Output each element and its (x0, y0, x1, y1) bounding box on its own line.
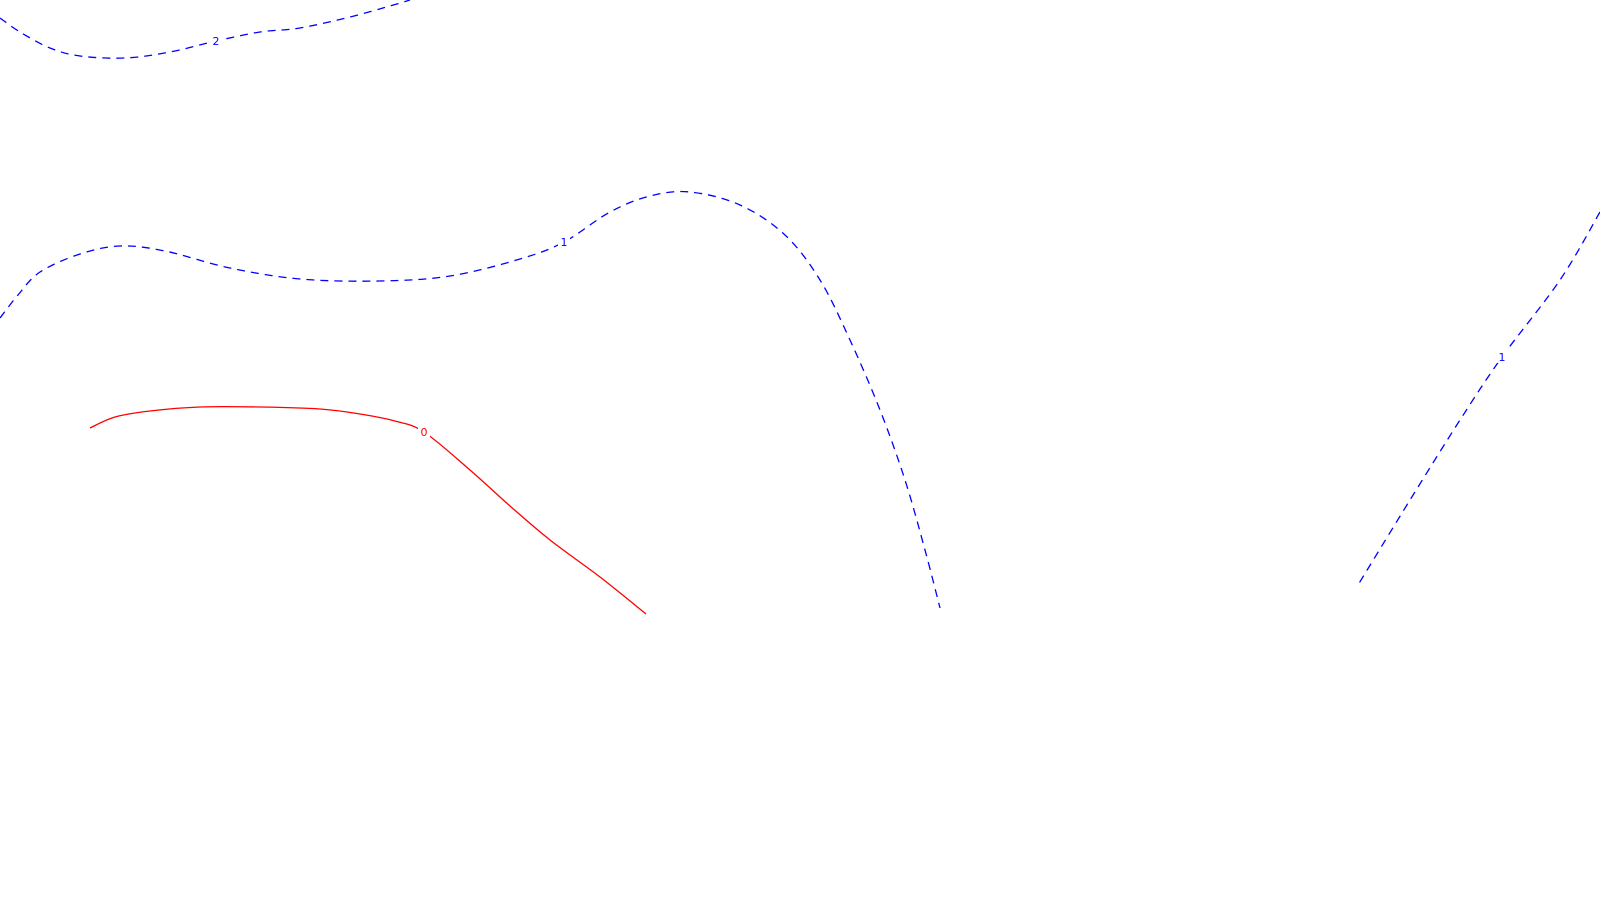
contour-label-background (1496, 350, 1508, 363)
contour-lines (0, 0, 1600, 615)
contour-line-level-1-2 (1357, 211, 1600, 586)
contour-label-background (558, 235, 570, 248)
contour-line-level-1-1 (0, 190, 941, 609)
contour-label-0: 0 (421, 426, 428, 439)
contour-line-level-2-0 (0, 0, 411, 59)
contour-label-1: 1 (1499, 351, 1506, 364)
contour-label-2: 2 (213, 35, 220, 48)
contour-labels: 2 1 1 0 (210, 34, 1508, 439)
contour-label-background (210, 34, 222, 47)
contour-line-level-0-3 (89, 405, 647, 615)
contour-label-background (418, 425, 430, 438)
contour-label-1: 1 (561, 236, 568, 249)
